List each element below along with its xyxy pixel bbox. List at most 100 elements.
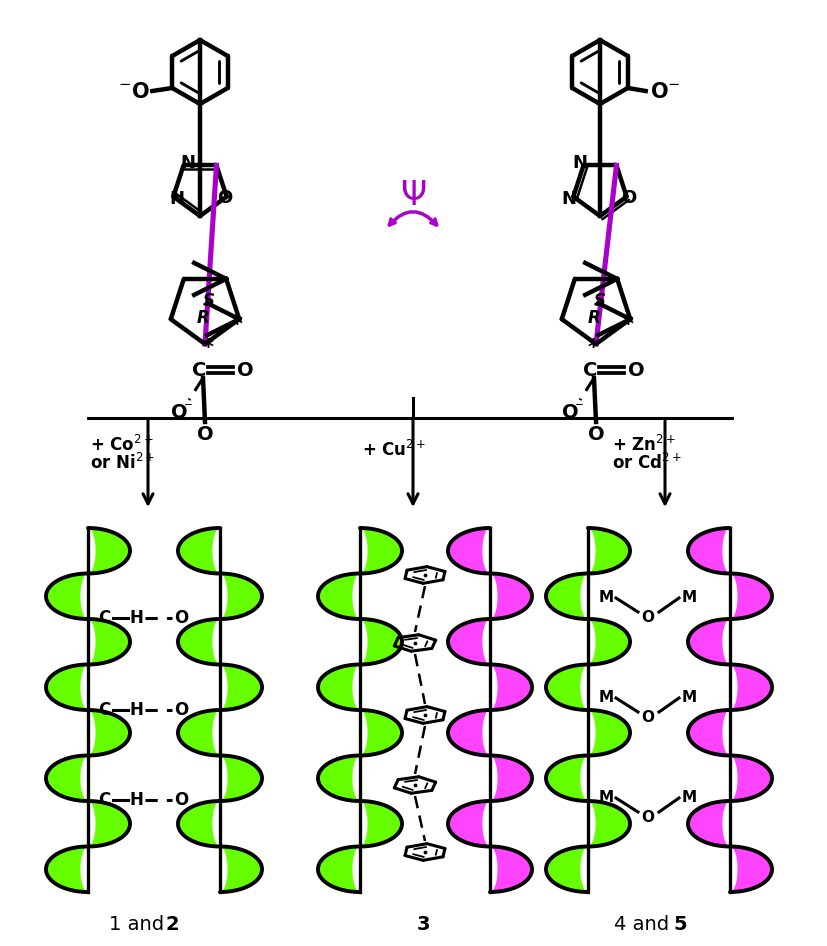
Text: H: H [129,791,143,809]
Text: 2: 2 [165,915,179,934]
Text: R: R [197,309,209,327]
Polygon shape [490,664,532,710]
Polygon shape [220,573,262,619]
Text: O: O [174,701,188,719]
Text: M: M [599,691,614,706]
Polygon shape [178,710,220,756]
Polygon shape [178,619,220,664]
Polygon shape [178,528,220,573]
Text: M: M [681,791,696,805]
Text: *: * [623,315,633,335]
Polygon shape [88,801,130,847]
Polygon shape [546,756,588,801]
Polygon shape [318,573,360,619]
Polygon shape [360,710,402,756]
Polygon shape [46,847,88,892]
Polygon shape [448,619,490,664]
Text: O: O [237,360,253,379]
Polygon shape [88,619,130,664]
Polygon shape [490,847,532,892]
Text: O: O [217,188,232,206]
Polygon shape [688,801,730,847]
Text: N: N [170,189,185,208]
Polygon shape [588,619,630,664]
Text: M: M [599,590,614,605]
Polygon shape [546,573,588,619]
Text: $\Psi$: $\Psi$ [399,179,426,212]
Text: 5: 5 [673,915,686,934]
Polygon shape [178,801,220,847]
Polygon shape [360,619,402,664]
Polygon shape [220,756,262,801]
Text: M: M [599,791,614,805]
Polygon shape [88,710,130,756]
Text: *: * [203,338,213,358]
Text: O: O [642,610,654,625]
Polygon shape [546,664,588,710]
Text: S: S [594,292,606,310]
Text: *: * [232,315,243,335]
Polygon shape [220,664,262,710]
Polygon shape [318,756,360,801]
Polygon shape [730,756,772,801]
Polygon shape [688,619,730,664]
Text: O: O [562,402,578,422]
Text: $^{-}$: $^{-}$ [183,401,193,416]
Text: C: C [583,360,597,379]
Text: O: O [174,609,188,627]
Text: + Zn$^{2+}$: + Zn$^{2+}$ [612,435,676,455]
Text: C: C [192,360,206,379]
Text: O: O [642,710,654,726]
Polygon shape [688,710,730,756]
Text: N: N [180,154,195,172]
Text: N: N [562,189,577,208]
Text: + Co$^{2+}$: + Co$^{2+}$ [90,435,154,455]
Polygon shape [688,528,730,573]
Text: or Cd$^{2+}$: or Cd$^{2+}$ [612,453,681,473]
Polygon shape [318,847,360,892]
Polygon shape [588,710,630,756]
Text: O: O [174,791,188,809]
Polygon shape [588,528,630,573]
Text: H: H [129,609,143,627]
Polygon shape [220,847,262,892]
Text: $^{-}$O: $^{-}$O [118,82,151,102]
Text: 3: 3 [416,915,430,934]
Text: S: S [203,292,215,310]
Text: O: O [628,360,644,379]
Text: O: O [621,188,636,206]
Text: N: N [572,154,587,172]
Text: O: O [588,425,605,444]
Text: M: M [681,691,696,706]
Text: 1 and: 1 and [109,915,170,934]
Polygon shape [730,664,772,710]
Polygon shape [46,664,88,710]
Text: C: C [98,609,110,627]
Text: + Cu$^{2+}$: + Cu$^{2+}$ [362,440,426,460]
Text: $^{-}$: $^{-}$ [574,401,584,416]
Text: O: O [197,425,213,444]
Polygon shape [448,801,490,847]
Polygon shape [360,801,402,847]
Text: O: O [170,402,187,422]
Text: C: C [98,701,110,719]
Text: R: R [588,309,600,327]
Text: M: M [681,590,696,605]
Polygon shape [730,573,772,619]
Polygon shape [88,528,130,573]
Text: or Ni$^{2+}$: or Ni$^{2+}$ [90,453,155,473]
Polygon shape [46,573,88,619]
Polygon shape [490,573,532,619]
Polygon shape [490,756,532,801]
Polygon shape [546,847,588,892]
Polygon shape [448,528,490,573]
Polygon shape [730,847,772,892]
Text: C: C [98,791,110,809]
Polygon shape [588,801,630,847]
Polygon shape [448,710,490,756]
Polygon shape [360,528,402,573]
Text: *: * [587,338,599,358]
Text: O: O [642,811,654,826]
Text: O$^{-}$: O$^{-}$ [650,82,681,102]
Polygon shape [318,664,360,710]
